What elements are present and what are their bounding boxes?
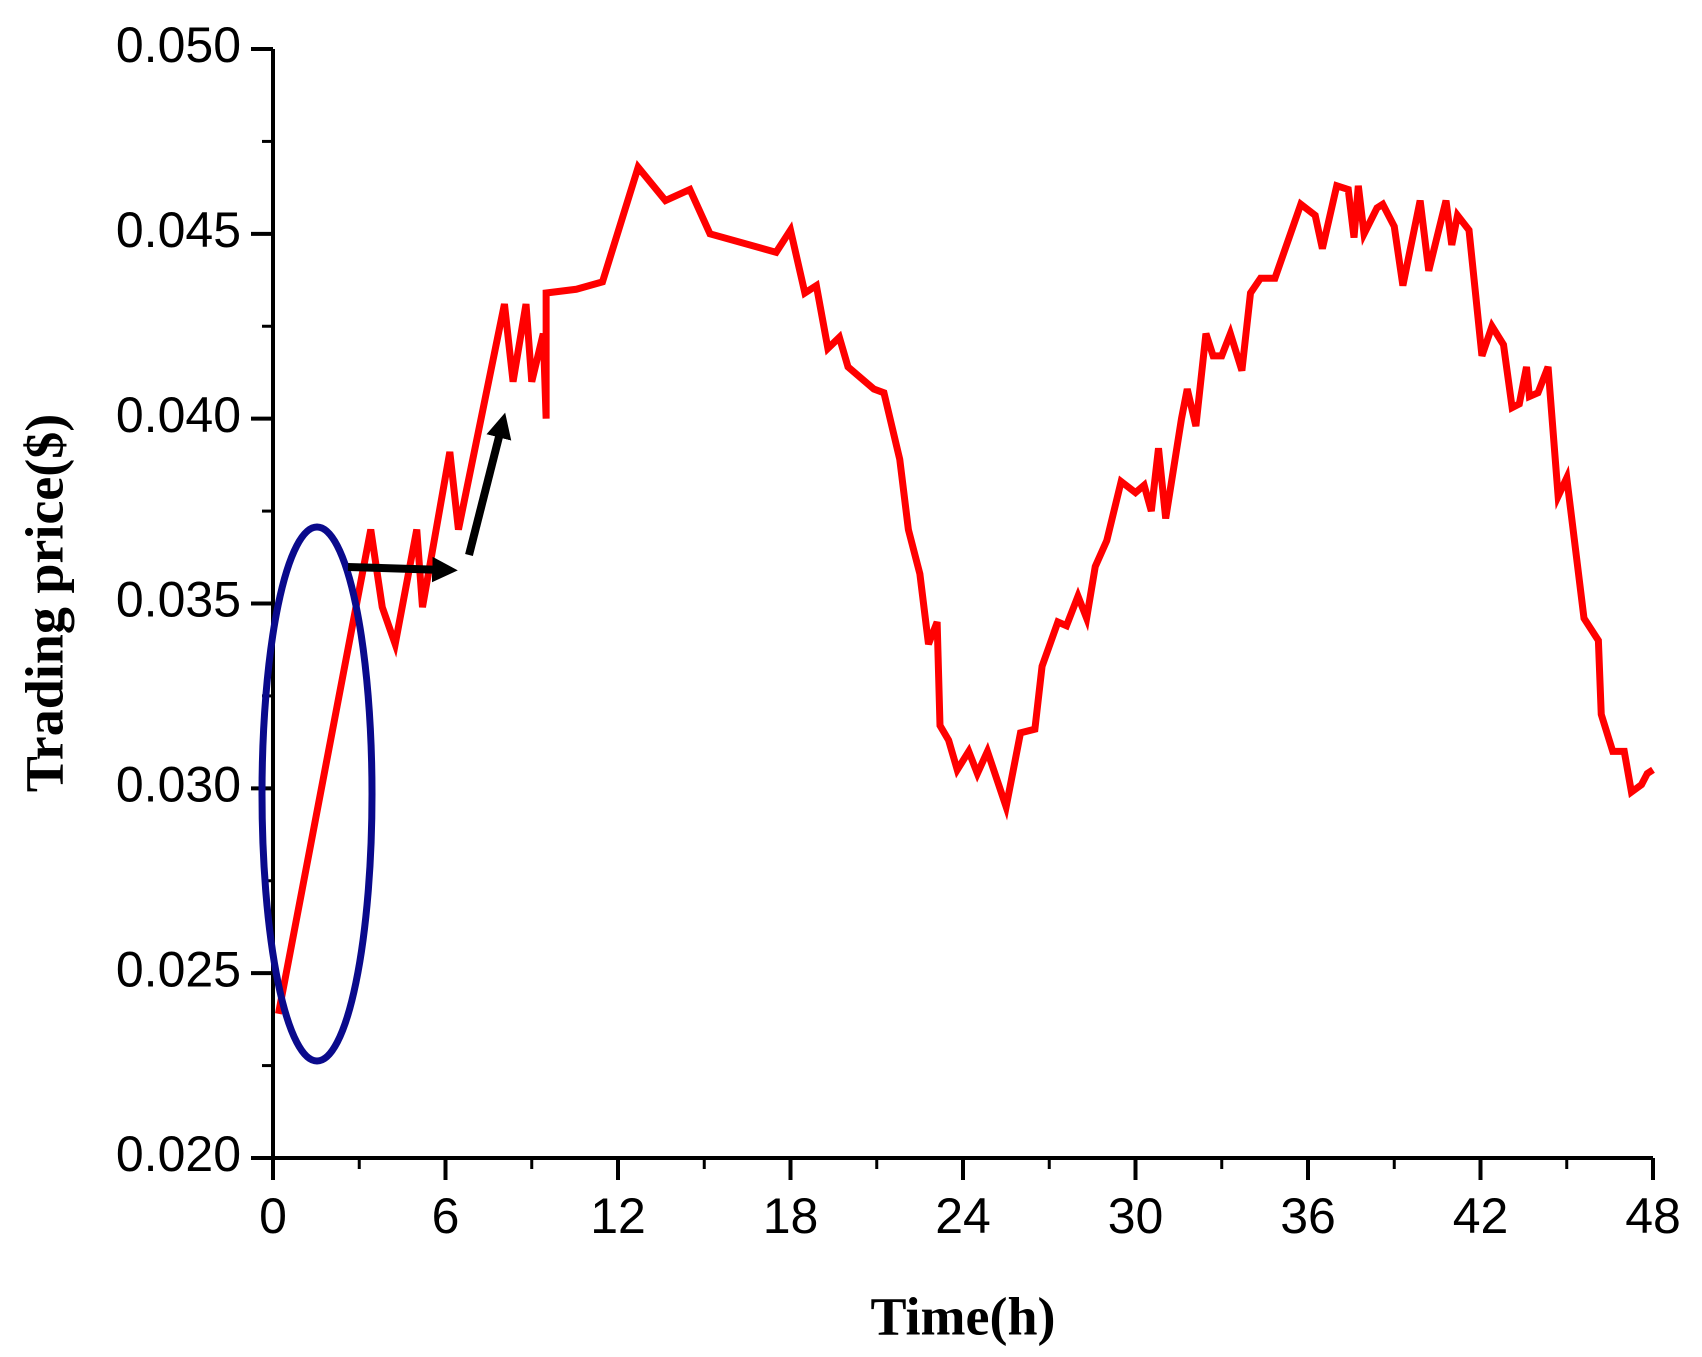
highlight-ellipse [258, 523, 376, 1065]
y-axis-label: Trading price($) [14, 414, 74, 792]
x-tick-label: 48 [1625, 1188, 1681, 1244]
y-tick-label: 0.045 [116, 202, 241, 258]
x-tick-label: 6 [432, 1188, 460, 1244]
x-tick-label: 30 [1108, 1188, 1164, 1244]
arrow [465, 412, 512, 556]
plot-area: 0.020 0.025 0.030 0.035 0.040 0.045 0.050 0 6 12 1… [116, 17, 1681, 1244]
y-tick-label: 0.030 [116, 757, 241, 813]
price-line [275, 160, 1655, 1015]
y-tick-label: 0.025 [116, 941, 241, 997]
x-tick-label: 24 [935, 1188, 991, 1244]
x-tick-label: 0 [259, 1188, 287, 1244]
arrow [347, 556, 458, 583]
x-axis-label: Time(h) [871, 1286, 1056, 1346]
y-tick-label: 0.035 [116, 572, 241, 628]
x-tick-label: 12 [590, 1188, 646, 1244]
x-tick-label: 18 [763, 1188, 819, 1244]
x-tick-label: 42 [1453, 1188, 1509, 1244]
y-tick-label: 0.040 [116, 387, 241, 443]
y-tick-label: 0.050 [116, 17, 241, 73]
y-tick-label: 0.020 [116, 1126, 241, 1182]
x-tick-label: 36 [1280, 1188, 1336, 1244]
